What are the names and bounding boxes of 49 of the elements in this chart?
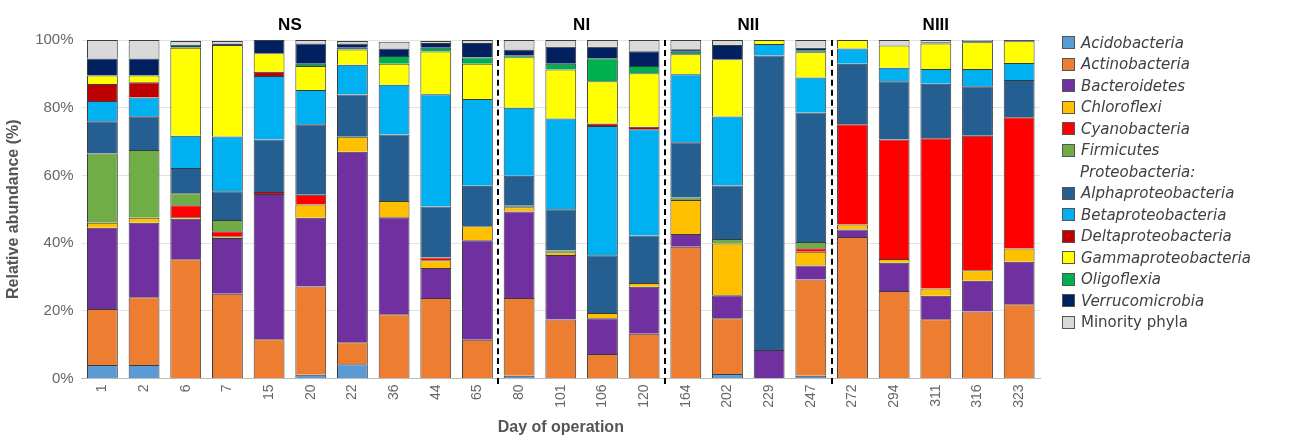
x-tick-label: 164: [676, 384, 693, 408]
x-tick-label: 323: [1010, 384, 1027, 408]
legend-label: Oligoflexia: [1081, 270, 1161, 289]
x-tick-label: 229: [760, 384, 776, 408]
legend-label: Chloroflexi: [1081, 98, 1162, 117]
y-axis-title: Relative abundance (%): [4, 119, 22, 300]
y-tick-label: 0%: [51, 368, 74, 386]
text: NIII: [922, 15, 950, 35]
legend-label: Cyanobacteria: [1081, 119, 1190, 138]
x-tick-label: 202: [718, 384, 735, 408]
x-tick-label: 15: [259, 384, 276, 401]
x-tick-label: 106: [593, 384, 610, 408]
x-tick-label: 20: [301, 384, 318, 401]
text: NI: [573, 15, 591, 35]
legend-label: Alphaproteobacteria: [1081, 184, 1235, 203]
y-tick-label: 100%: [35, 30, 74, 48]
x-tick-label: 22: [343, 384, 360, 401]
legend-label: Actinobacteria: [1081, 55, 1190, 74]
text: NS: [278, 15, 302, 35]
x-tick-label: 294: [885, 384, 902, 408]
legend-label: Deltaproteobacteria: [1081, 227, 1232, 246]
x-tick-label: 80: [509, 384, 526, 401]
y-tick-label: 60%: [43, 165, 74, 183]
text: NII: [737, 15, 760, 35]
x-tick-label: 272: [843, 384, 860, 408]
legend-label: Firmicutes: [1081, 141, 1160, 160]
legend-label: Acidobacteria: [1081, 33, 1184, 52]
legend-label: Betaproteobacteria: [1081, 205, 1227, 224]
y-tick-label: 40%: [43, 233, 74, 251]
x-axis-title: Day of operation: [497, 417, 624, 435]
x-tick-label: 65: [468, 384, 485, 401]
x-tick-label: 311: [926, 384, 943, 407]
legend-label: Minority phyla: [1081, 313, 1188, 332]
legend-label: Bacteroidetes: [1081, 76, 1186, 95]
x-tick-label: 36: [384, 384, 401, 401]
y-tick-label: 80%: [43, 97, 74, 115]
x-tick-label: 101: [551, 384, 568, 408]
x-tick-label: 7: [218, 384, 235, 393]
text: Proteobacteria:: [1079, 161, 1197, 183]
x-tick-label: 120: [634, 384, 651, 408]
x-tick-label: 6: [176, 384, 193, 393]
x-tick-label: 247: [801, 384, 818, 408]
legend-label: Gammaproteobacteria: [1081, 248, 1251, 267]
legend-label: Verrucomicrobia: [1081, 291, 1205, 310]
x-tick-label: 316: [968, 384, 985, 408]
y-tick-label: 20%: [43, 300, 74, 318]
x-tick-label: 2: [134, 384, 151, 393]
x-tick-label: 44: [426, 384, 443, 401]
x-tick-label: 1: [93, 384, 110, 393]
